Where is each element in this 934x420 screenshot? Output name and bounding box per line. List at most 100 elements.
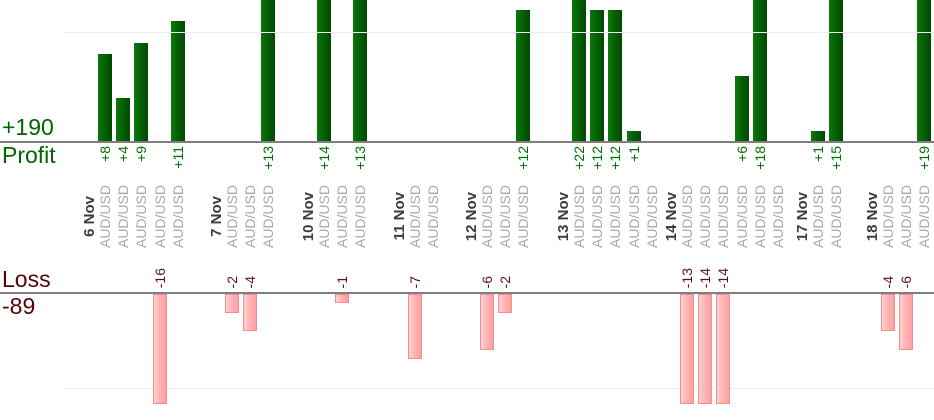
loss-value-label: -4 bbox=[879, 276, 897, 288]
symbol-label: AUD/USD bbox=[114, 183, 132, 250]
symbol-label-text: AUD/USD bbox=[715, 184, 732, 248]
symbol-label-text: AUD/USD bbox=[497, 184, 514, 248]
profit-value-label-text: +1 bbox=[625, 146, 642, 162]
profit-bar bbox=[829, 0, 844, 142]
symbol-label: AUD/USD bbox=[809, 183, 827, 250]
profit-value-label: +12 bbox=[588, 146, 606, 170]
symbol-label: AUD/USD bbox=[478, 183, 496, 250]
symbol-label: AUD/USD bbox=[897, 183, 915, 250]
symbol-label-text: AUD/USD bbox=[97, 184, 113, 248]
date-label-text: 17 Nov bbox=[793, 191, 811, 242]
profit-value-label: +22 bbox=[570, 146, 588, 170]
loss-bar bbox=[335, 294, 350, 303]
loss-bar bbox=[881, 294, 895, 331]
loss-plot-area bbox=[0, 294, 934, 406]
profit-value-label-text: +18 bbox=[751, 146, 768, 170]
loss-value-label: -4 bbox=[241, 276, 259, 288]
loss-value-label: -2 bbox=[496, 276, 514, 288]
symbol-label: AUD/USD bbox=[351, 183, 369, 250]
symbol-label-text: AUD/USD bbox=[352, 184, 369, 248]
profit-value-label: +12 bbox=[606, 146, 624, 170]
profit-value-label-text: +12 bbox=[589, 146, 606, 170]
loss-value-label: -13 bbox=[678, 268, 696, 288]
profit-bar bbox=[572, 0, 586, 142]
symbol-label: AUD/USD bbox=[827, 183, 845, 250]
profit-plot-area bbox=[0, 0, 934, 142]
loss-value-label: -2 bbox=[223, 276, 241, 288]
profit-value-label-text: +1 bbox=[810, 146, 826, 162]
profit-value-label-text: +14 bbox=[316, 146, 332, 170]
profit-bar bbox=[116, 98, 131, 142]
loss-value-label-text: -2 bbox=[497, 275, 514, 288]
symbol-label-text: AUD/USD bbox=[679, 184, 695, 248]
date-label-text: 6 Nov bbox=[80, 196, 98, 237]
symbol-label: AUD/USD bbox=[151, 183, 169, 250]
loss-value-label: -7 bbox=[406, 276, 424, 288]
loss-value-label-text: -4 bbox=[242, 275, 259, 288]
profit-value-label: +15 bbox=[827, 146, 845, 170]
loss-bar bbox=[899, 294, 914, 350]
symbol-label-text: AUD/USD bbox=[697, 184, 714, 248]
profit-value-label-text: +13 bbox=[352, 146, 369, 170]
profit-total-label: +190 bbox=[2, 114, 54, 140]
profit-bar bbox=[608, 10, 623, 142]
profit-bar bbox=[134, 43, 149, 142]
date-label-text: 18 Nov bbox=[863, 191, 881, 242]
profit-bar bbox=[917, 0, 932, 142]
symbol-label-text: AUD/USD bbox=[643, 184, 660, 248]
loss-value-label-text: -16 bbox=[151, 267, 168, 288]
symbol-label-text: AUD/USD bbox=[133, 184, 150, 248]
loss-gridline bbox=[64, 388, 934, 389]
date-label-text: 7 Nov bbox=[207, 196, 225, 237]
symbol-label-text: AUD/USD bbox=[733, 184, 750, 248]
loss-bar bbox=[698, 294, 713, 404]
symbol-label: AUD/USD bbox=[714, 183, 732, 250]
symbol-label-text: AUD/USD bbox=[625, 184, 642, 248]
loss-bar bbox=[716, 294, 731, 404]
symbol-label: AUD/USD bbox=[570, 183, 588, 250]
symbol-label-text: AUD/USD bbox=[880, 184, 896, 248]
profit-value-label: +13 bbox=[351, 146, 369, 170]
symbol-label-text: AUD/USD bbox=[115, 184, 132, 248]
profit-bar bbox=[353, 0, 368, 142]
loss-value-label: -6 bbox=[897, 276, 915, 288]
symbol-label: AUD/USD bbox=[132, 183, 150, 250]
symbol-label: AUD/USD bbox=[406, 183, 424, 250]
symbol-label-text: AUD/USD bbox=[916, 184, 933, 248]
symbol-label-text: AUD/USD bbox=[169, 184, 186, 248]
symbol-label: AUD/USD bbox=[625, 183, 643, 250]
loss-bar bbox=[152, 294, 167, 404]
loss-bar bbox=[680, 294, 694, 404]
loss-axis-label: Loss bbox=[2, 266, 51, 292]
profit-value-label-text: +22 bbox=[571, 146, 587, 170]
symbol-label-text: AUD/USD bbox=[828, 184, 845, 248]
symbol-label: AUD/USD bbox=[96, 183, 114, 250]
loss-value-label: -16 bbox=[151, 268, 169, 288]
symbol-label-text: AUD/USD bbox=[151, 184, 168, 248]
date-label-text: 13 Nov bbox=[554, 191, 572, 242]
symbol-label: AUD/USD bbox=[606, 183, 624, 250]
profit-value-label: +6 bbox=[733, 146, 751, 162]
profit-value-label-text: +6 bbox=[733, 146, 750, 162]
profit-bar bbox=[734, 76, 749, 142]
loss-value-label-text: -6 bbox=[898, 275, 915, 288]
symbol-label: AUD/USD bbox=[751, 183, 769, 250]
profit-value-label: +13 bbox=[259, 146, 277, 170]
symbol-label: AUD/USD bbox=[678, 183, 696, 250]
date-label-text: 10 Nov bbox=[299, 191, 317, 242]
profit-bar bbox=[516, 10, 531, 142]
profit-value-label: +1 bbox=[625, 146, 643, 162]
date-label-text: 11 Nov bbox=[390, 192, 408, 241]
profit-bar bbox=[626, 131, 641, 142]
profit-value-label: +18 bbox=[751, 146, 769, 170]
symbol-label-text: AUD/USD bbox=[425, 184, 442, 248]
symbol-label-text: AUD/USD bbox=[242, 184, 259, 248]
symbol-label: AUD/USD bbox=[169, 183, 187, 250]
symbol-label: AUD/USD bbox=[496, 183, 514, 250]
loss-bar bbox=[408, 294, 422, 359]
symbol-label-text: AUD/USD bbox=[407, 184, 423, 248]
profit-bar bbox=[170, 21, 185, 142]
profit-value-label-text: +15 bbox=[828, 146, 845, 170]
symbol-label-text: AUD/USD bbox=[589, 184, 606, 248]
